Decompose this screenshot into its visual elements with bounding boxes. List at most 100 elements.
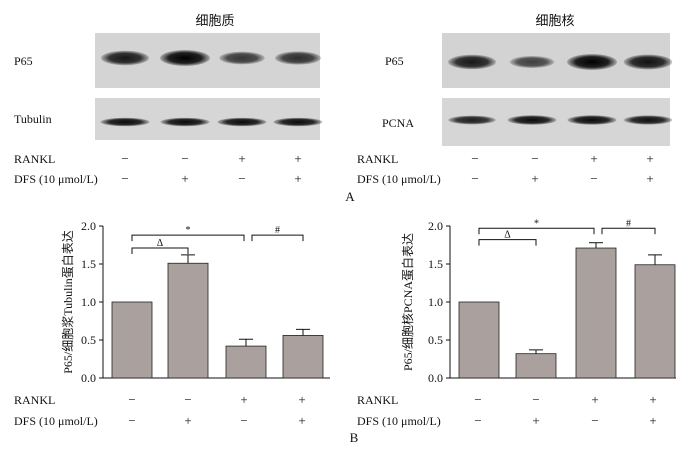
blot-row-label-p65-nuc: P65: [385, 54, 404, 68]
dfs-sign: −: [474, 413, 481, 428]
y-tick-label: 0.0: [81, 371, 96, 385]
rankl-sign: −: [184, 392, 191, 407]
blot-bands: [100, 50, 673, 127]
blot-band: [273, 117, 323, 127]
rankl-sign: −: [128, 392, 135, 407]
significance-label: *: [186, 225, 191, 236]
blot-band: [219, 51, 265, 65]
significance-bracket: [601, 227, 656, 235]
treatment-label-rankl-b-left: RANKL: [14, 393, 55, 407]
blot-row-label-p65-cyto: P65: [14, 54, 33, 68]
y-axis-label: P65/细胞核PCNA蛋白表达: [400, 233, 415, 371]
bar: [111, 301, 153, 379]
treatment-label-dfs-b-left: DFS (10 μmol/L): [14, 414, 98, 428]
significance-bracket: [478, 239, 537, 246]
treatment-label-dfs-a-right: DFS (10 μmol/L): [357, 172, 441, 186]
dfs-sign: −: [128, 413, 135, 428]
blot-band: [623, 115, 673, 125]
blot-title-cytoplasm: 细胞质: [195, 13, 234, 28]
blot-band: [567, 115, 617, 125]
blot-title-nucleus: 细胞核: [535, 13, 574, 28]
dfs-sign: +: [649, 413, 656, 428]
panel-label-a: A: [345, 189, 355, 204]
significance-label: #: [626, 218, 631, 229]
rankl-sign: −: [121, 151, 128, 166]
panel-a: 细胞质 细胞核 P65 Tubulin P65 PCNA RANKL DFS (…: [14, 13, 673, 204]
blot-band: [448, 115, 496, 125]
significance-bracket: [251, 234, 304, 242]
bar: [634, 264, 676, 379]
rankl-sign: +: [591, 392, 598, 407]
rankl-sign: +: [298, 392, 305, 407]
rankl-sign: +: [240, 392, 247, 407]
significance-label: #: [275, 225, 280, 236]
y-tick-label: 1.0: [428, 295, 443, 309]
treatment-signs-b-right: − − − + + − + +: [474, 392, 656, 428]
blot-band: [507, 115, 557, 125]
rankl-sign: +: [649, 392, 656, 407]
blot-band: [567, 54, 617, 70]
rankl-sign: +: [238, 151, 245, 166]
y-tick-label: 0.0: [428, 371, 443, 385]
y-tick-label: 1.0: [81, 295, 96, 309]
treatment-label-rankl-a-right: RANKL: [357, 152, 398, 166]
blot-band: [100, 117, 150, 127]
significance-label: Δ: [157, 238, 164, 249]
dfs-sign: −: [240, 413, 247, 428]
rankl-sign: +: [590, 151, 597, 166]
rankl-sign: +: [294, 151, 301, 166]
bar: [282, 335, 324, 379]
y-tick-label: 0.5: [81, 333, 96, 347]
bar-chart-cytoplasm: P65/细胞浆Tubulin蛋白表达 0.0 0.5 1.0 1.5 2.0 Δ * #: [60, 219, 330, 385]
blot-band: [160, 117, 210, 127]
dfs-sign: +: [294, 171, 301, 186]
bar: [515, 353, 557, 379]
rankl-sign: −: [471, 151, 478, 166]
y-tick-label: 2.0: [428, 219, 443, 233]
significance-bracket: [131, 234, 245, 242]
blot-band: [101, 50, 149, 66]
bar: [167, 262, 209, 379]
panel-b: P65/细胞浆Tubulin蛋白表达 0.0 0.5 1.0 1.5 2.0 Δ * # P65…: [14, 218, 676, 445]
dfs-sign: +: [298, 413, 305, 428]
treatment-label-dfs-a-left: DFS (10 μmol/L): [14, 172, 98, 186]
bar-chart-nucleus: P65/细胞核PCNA蛋白表达 0.0 0.5 1.0 1.5 2.0 Δ * #: [400, 218, 676, 385]
treatment-signs-a-right: − − − + + − + +: [471, 151, 653, 186]
bar: [225, 345, 267, 379]
blot-row-label-tubulin: Tubulin: [14, 112, 52, 126]
rankl-sign: −: [474, 392, 481, 407]
treatment-label-rankl-b-right: RANKL: [357, 393, 398, 407]
panel-label-b: B: [350, 430, 359, 445]
rankl-sign: −: [532, 392, 539, 407]
dfs-sign: +: [532, 413, 539, 428]
significance-label: *: [534, 218, 539, 229]
blot-row-label-pcna: PCNA: [382, 116, 414, 130]
rankl-sign: +: [646, 151, 653, 166]
y-tick-label: 2.0: [81, 219, 96, 233]
dfs-sign: +: [531, 171, 538, 186]
treatment-signs-b-left: − − − + + − + +: [128, 392, 305, 428]
treatment-signs-a-left: − − − + + − + +: [121, 151, 301, 186]
y-axis-label: P65/细胞浆Tubulin蛋白表达: [60, 230, 75, 374]
blot-band: [509, 55, 555, 69]
significance-label: Δ: [504, 230, 511, 241]
treatment-label-rankl-a-left: RANKL: [14, 152, 55, 166]
treatment-label-dfs-b-right: DFS (10 μmol/L): [357, 414, 441, 428]
blot-band: [623, 54, 673, 70]
dfs-sign: −: [121, 171, 128, 186]
dfs-sign: −: [471, 171, 478, 186]
dfs-sign: −: [591, 413, 598, 428]
blot-band: [448, 54, 496, 70]
blot-band: [217, 117, 267, 127]
significance-bracket: [131, 247, 189, 255]
blot-band: [160, 50, 210, 66]
y-tick-label: 0.5: [428, 333, 443, 347]
rankl-sign: −: [181, 151, 188, 166]
dfs-sign: +: [184, 413, 191, 428]
dfs-sign: +: [646, 171, 653, 186]
blot-band: [274, 51, 322, 65]
dfs-sign: +: [181, 171, 188, 186]
dfs-sign: −: [238, 171, 245, 186]
bar: [575, 247, 617, 379]
